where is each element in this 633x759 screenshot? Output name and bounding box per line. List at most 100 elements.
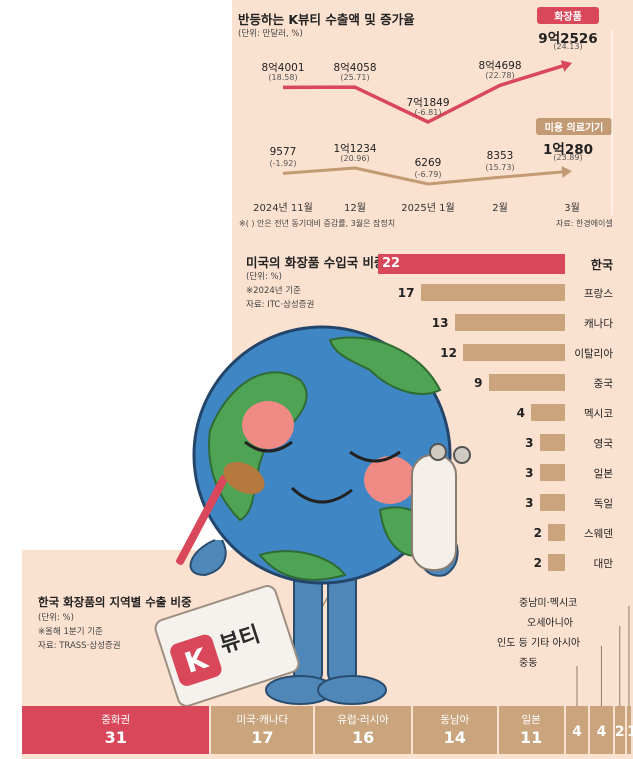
import-chart-title: 미국의 화장품 수입국 비중: [246, 255, 386, 270]
x-axis-tick-label: 3월: [564, 203, 580, 214]
import-chart-unit: (단위: %): [246, 272, 282, 282]
import-bar-value: 3: [525, 466, 534, 480]
import-bar: [539, 464, 565, 481]
series-arrow-1: [561, 165, 572, 178]
x-axis-tick-label: 2024년 11월: [253, 203, 313, 214]
import-chart-source: 자료: ITC·삼성증권: [246, 300, 315, 310]
import-bar-category: 멕시코: [584, 408, 613, 420]
line-value-label: 8353: [486, 150, 514, 163]
x-axis-tick-label: 2월: [492, 203, 508, 214]
line-value-label: 8억4001: [261, 62, 305, 75]
series-line-1: [282, 166, 564, 186]
line-growth-label: (25.71): [340, 73, 370, 83]
export-segment: [413, 706, 497, 754]
import-bar-value: 22: [382, 256, 401, 271]
export-segment: [614, 706, 625, 754]
import-bar-category: 캐나다: [584, 318, 613, 330]
line-growth-label: (22.78): [485, 71, 515, 81]
export-chart-title: 한국 화장품의 지역별 수출 비중: [38, 595, 192, 609]
import-bar: [420, 284, 565, 301]
line-growth-label: (-6.79): [414, 170, 442, 179]
import-bar: [539, 434, 565, 451]
export-segment: [590, 706, 613, 754]
import-bar-value: 2: [533, 556, 542, 570]
import-bar: [548, 524, 565, 541]
import-bar: [463, 344, 565, 361]
export-segment-value: 2: [614, 724, 625, 740]
import-bar-category: 스웨덴: [584, 528, 613, 540]
line-growth-label: (24.13): [553, 42, 583, 51]
line-value-label: 1억280: [543, 142, 593, 158]
line-value-label: 9억2526: [538, 31, 598, 47]
import-bar-category: 일본: [593, 468, 613, 480]
x-axis-tick-label: 2025년 1월: [401, 203, 455, 214]
import-bar-value: 17: [397, 286, 415, 300]
export-segment-value: 11: [520, 728, 543, 747]
import-bar-value: 3: [525, 496, 534, 510]
import-bar-category: 독일: [593, 498, 613, 510]
import-bar-category: 한국: [590, 258, 613, 272]
line-value-label: 1억1234: [333, 143, 377, 155]
import-bar-category: 중국: [593, 378, 613, 390]
x-axis-tick-label: 12월: [344, 203, 366, 214]
line-chart-unit: (단위: 만달러, %): [238, 29, 303, 39]
line-value-label: 8억4058: [333, 62, 377, 75]
line-chart-title: 반등하는 K뷰티 수출액 및 증가율: [238, 12, 415, 27]
import-bar: [531, 404, 565, 421]
line-growth-label: (23.89): [553, 153, 583, 162]
export-segment-label: 일본: [521, 714, 541, 726]
export-chart-note: ※올해 1분기 기준: [38, 627, 103, 637]
export-segment: [565, 706, 589, 754]
series-label-medical-devices: 미용 의료기기: [536, 118, 612, 135]
export-segment-label: 미국·캐나다: [236, 714, 289, 726]
export-segment-label: 유럽·러시아: [337, 714, 389, 726]
import-bar: [454, 314, 565, 331]
series-label-cosmetics: 화장품: [537, 7, 599, 24]
import-bar: [539, 494, 565, 511]
import-bar-value: 2: [533, 526, 542, 540]
export-segment-value: 14: [443, 728, 466, 747]
line-chart-note: ※( ) 안은 전년 동기대비 증감률, 3월은 잠정치: [239, 219, 396, 228]
export-segment: [626, 706, 631, 754]
import-bar-value: 9: [474, 376, 483, 390]
import-bar-category: 영국: [593, 438, 613, 450]
export-segment-value: 16: [352, 728, 375, 747]
series-arrow-0: [560, 60, 572, 72]
line-growth-label: (-1.92): [269, 159, 297, 169]
export-callout-label: 중동: [519, 658, 538, 669]
import-bar-category: 프랑스: [584, 288, 613, 300]
line-value-label: 9577: [269, 146, 297, 159]
import-bar: [378, 254, 565, 274]
export-callout-label: 오세아니아: [527, 618, 573, 629]
line-growth-label: (20.96): [340, 154, 370, 163]
import-bar-value: 12: [440, 346, 457, 360]
import-bar: [488, 374, 565, 391]
export-chart-source: 자료: TRASS·삼성증권: [38, 641, 121, 651]
export-segment: [22, 706, 210, 754]
series-line-0: [282, 63, 564, 124]
export-chart-unit: (단위: %): [38, 613, 74, 623]
export-callout-label: 인도 등 기타 아시아: [497, 638, 581, 649]
export-segment-value: 31: [104, 728, 127, 747]
import-chart-note: ※2024년 기준: [246, 286, 301, 296]
export-segment-value: 17: [251, 728, 274, 747]
line-chart-source: 자료: 한경에이셀: [556, 219, 613, 228]
line-value-label: 7억1849: [406, 97, 450, 109]
export-segment: [211, 706, 314, 754]
line-chart-plot: [282, 30, 613, 215]
line-growth-label: (15.73): [485, 163, 515, 173]
line-value-label: 6269: [414, 157, 442, 169]
import-bar-value: 3: [525, 436, 534, 450]
import-bar: [548, 554, 565, 571]
export-segment: [315, 706, 412, 754]
line-value-label: 8억4698: [478, 60, 522, 73]
export-segment-value: 4: [572, 724, 582, 740]
export-segment-label: 중화권: [101, 714, 131, 726]
export-segment: [498, 706, 564, 754]
export-segment-label: 동남아: [440, 714, 470, 726]
export-callout-label: 중남미·멕시코: [519, 598, 578, 609]
line-growth-label: (-6.81): [414, 108, 442, 117]
